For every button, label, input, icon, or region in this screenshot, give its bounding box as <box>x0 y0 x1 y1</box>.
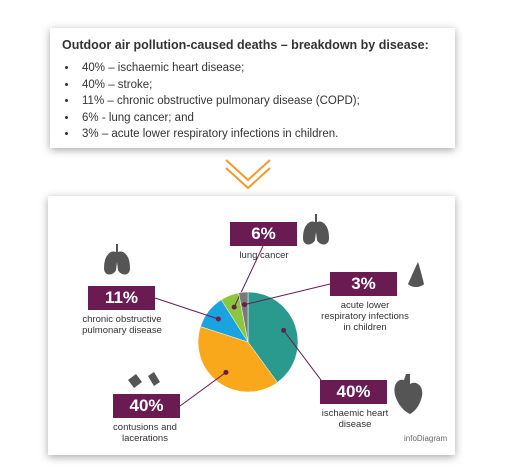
leader-line <box>244 283 331 306</box>
pie-slice <box>197 326 278 393</box>
leader-dot <box>241 302 247 308</box>
leader-line <box>179 371 227 407</box>
leader-dot <box>281 327 287 333</box>
value-label: 40% <box>113 394 180 418</box>
leader-dot <box>223 369 229 375</box>
category-label: acute lower respiratory infections in ch… <box>321 300 409 333</box>
leader-dot <box>215 316 221 322</box>
leader-dot <box>231 304 237 310</box>
icons <box>103 214 424 414</box>
list-item: 6% - lung cancer; and <box>78 110 360 127</box>
summary-list: 40% – ischaemic heart disease;40% – stro… <box>62 60 360 143</box>
category-label: ischaemic heart disease <box>321 408 389 430</box>
category-label: chronic obstructive pulmonary disease <box>82 314 162 336</box>
summary-box: Outdoor air pollution-caused deaths – br… <box>50 28 455 148</box>
logo: infoDiagram <box>404 434 448 443</box>
category-label: lung cancer <box>239 250 289 261</box>
category-label: contusions and lacerations <box>113 422 177 444</box>
summary-title: Outdoor air pollution-caused deaths – br… <box>62 38 429 52</box>
chevron <box>225 159 271 182</box>
value-label: 40% <box>320 380 387 404</box>
pie-slice <box>247 291 299 383</box>
list-item: 40% – stroke; <box>78 77 360 94</box>
list-item: 11% – chronic obstructive pulmonary dise… <box>78 93 360 110</box>
value-label: 6% <box>230 222 297 246</box>
value-label: 3% <box>330 272 397 296</box>
value-label: 11% <box>88 286 155 310</box>
list-item: 40% – ischaemic heart disease; <box>78 60 360 77</box>
leader-line <box>233 245 264 308</box>
list-item: 3% – acute lower respiratory infections … <box>78 126 360 143</box>
chevron <box>225 167 271 190</box>
leader-line <box>154 297 219 320</box>
